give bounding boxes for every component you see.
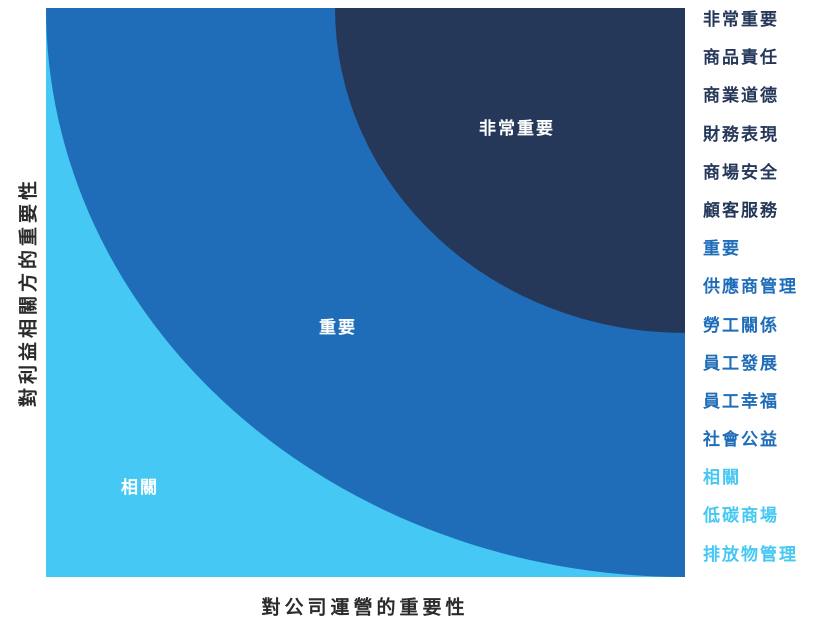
legend-item: 相關 [703,468,741,489]
x-axis-label: 對公司運營的重要性 [261,596,469,619]
legend-item: 勞工關係 [703,315,779,336]
legend: 非常重要商品責任商業道德財務表現商場安全顧客服務重要供應商管理勞工關係員工發展員… [703,8,813,581]
legend-item: 排放物管理 [703,544,798,565]
legend-item: 非常重要 [703,10,779,30]
legend-item: 商業道德 [703,86,779,107]
legend-item: 員工幸福 [703,391,779,412]
legend-item: 商場安全 [703,162,779,183]
legend-item: 低碳商場 [703,506,779,527]
legend-item: 社會公益 [703,430,779,451]
y-axis-label: 對利益相關方的重要性 [17,176,40,408]
legend-item: 商品責任 [703,48,779,69]
legend-item: 供應商管理 [703,277,798,298]
zone-very-important [335,8,685,333]
zone-label-very-important: 非常重要 [479,118,555,139]
zone-label-important: 重要 [319,317,357,338]
legend-item: 顧客服務 [703,200,779,221]
legend-item: 員工發展 [703,353,779,374]
legend-item: 財務表現 [703,124,779,145]
legend-item: 重要 [703,239,741,260]
zone-label-relevant: 相關 [121,477,159,498]
